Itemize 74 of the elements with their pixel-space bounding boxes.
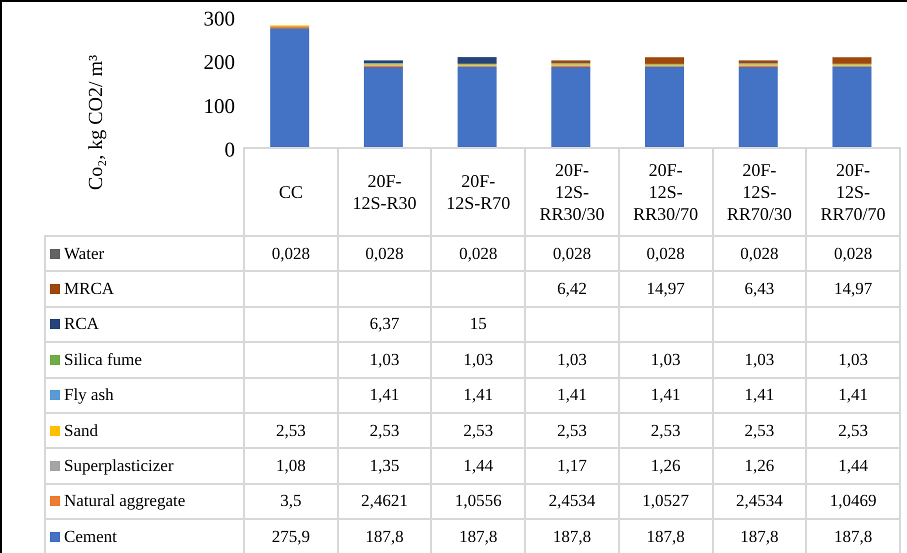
x-tick-label: CC: [278, 181, 304, 203]
data-label: 6,37: [338, 306, 432, 342]
data-label: 6,43: [712, 271, 806, 307]
data-label: 1,41: [712, 378, 806, 413]
data-label: 187,8: [338, 519, 432, 553]
data-label: 187,8: [431, 519, 526, 553]
legend-label: Water: [45, 236, 244, 272]
data-label: 2,4534: [525, 484, 619, 520]
data-label: 1,03: [525, 342, 619, 378]
data-label: 0,028: [806, 236, 900, 272]
data-label: 1,03: [806, 342, 900, 378]
data-label: 3,5: [244, 484, 338, 520]
data-label: 1,44: [431, 448, 526, 484]
data-label: 187,8: [712, 519, 806, 553]
data-label: 0,028: [244, 236, 338, 272]
data-label: 1,0469: [806, 484, 900, 520]
data-label: 2,53: [431, 412, 526, 448]
data-label: 2,53: [338, 412, 432, 448]
data-label: 14,97: [806, 271, 900, 307]
data-label: 15: [431, 306, 526, 342]
data-label: 1,41: [806, 378, 900, 413]
legend-label: Silica fume: [45, 342, 244, 378]
x-tick-label: 20F-12S-RR30/70: [632, 159, 700, 225]
data-label: 2,53: [525, 412, 619, 448]
data-label: 187,8: [618, 519, 713, 553]
legend-label: RCA: [45, 306, 244, 342]
y-tick-label: 100: [204, 94, 235, 118]
data-label: 2,53: [712, 412, 806, 448]
x-tick-label: 20F-12S-RR70/30: [726, 159, 793, 225]
data-label: 1,03: [338, 342, 432, 378]
data-label: 1,26: [618, 448, 713, 484]
x-tick-label: 20F-12S-RR30/30: [538, 159, 606, 225]
y-tick-label: 200: [204, 50, 235, 74]
data-label: 1,35: [338, 448, 432, 484]
data-label: 1,03: [712, 342, 806, 378]
legend-label: Cement: [45, 519, 244, 553]
data-label: 1,03: [618, 342, 713, 378]
legend-label: Natural aggregate: [45, 484, 244, 520]
data-label: 1,26: [712, 448, 806, 484]
data-label: 187,8: [806, 519, 900, 553]
legend-label: Superplasticizer: [45, 448, 244, 484]
data-label: 1,08: [244, 448, 338, 484]
y-tick-label: 300: [204, 6, 235, 30]
data-label: 2,53: [618, 412, 713, 448]
legend-label: Fly ash: [45, 378, 244, 413]
data-label: 0,028: [338, 236, 432, 272]
data-label: 0,028: [525, 236, 619, 272]
data-label: 0,028: [431, 236, 526, 272]
y-axis-title: Co₂, kg CO2/ m³: [86, 54, 108, 190]
data-label: 6,42: [525, 271, 619, 307]
data-label: 1,0527: [618, 484, 713, 520]
data-label: 1,41: [525, 378, 619, 413]
data-label: 2,53: [244, 412, 338, 448]
data-label: 1,41: [338, 378, 432, 413]
data-label: 275,9: [244, 519, 338, 553]
data-label: 14,97: [618, 271, 713, 307]
data-label: 2,4621: [338, 484, 432, 520]
y-tick-label: 0: [224, 137, 235, 162]
data-label: 1,41: [431, 378, 526, 413]
data-label: 0,028: [712, 236, 806, 272]
data-label: 2,4534: [712, 484, 806, 520]
x-tick-label: 20F-12S-R70: [445, 170, 512, 214]
data-label: 2,53: [806, 412, 900, 448]
data-label: 187,8: [525, 519, 619, 553]
data-label: 1,41: [618, 378, 713, 413]
x-tick-label: 20F-12S-RR70/70: [820, 159, 887, 225]
data-label: 0,028: [618, 236, 713, 272]
data-label: 1,17: [525, 448, 619, 484]
legend-label: MRCA: [45, 271, 244, 307]
data-label: 1,0556: [431, 484, 526, 520]
x-tick-label: 20F-12S-R30: [352, 170, 418, 214]
data-label: 1,44: [806, 448, 900, 484]
legend-label: Sand: [45, 412, 244, 448]
data-label: 1,03: [431, 342, 526, 378]
